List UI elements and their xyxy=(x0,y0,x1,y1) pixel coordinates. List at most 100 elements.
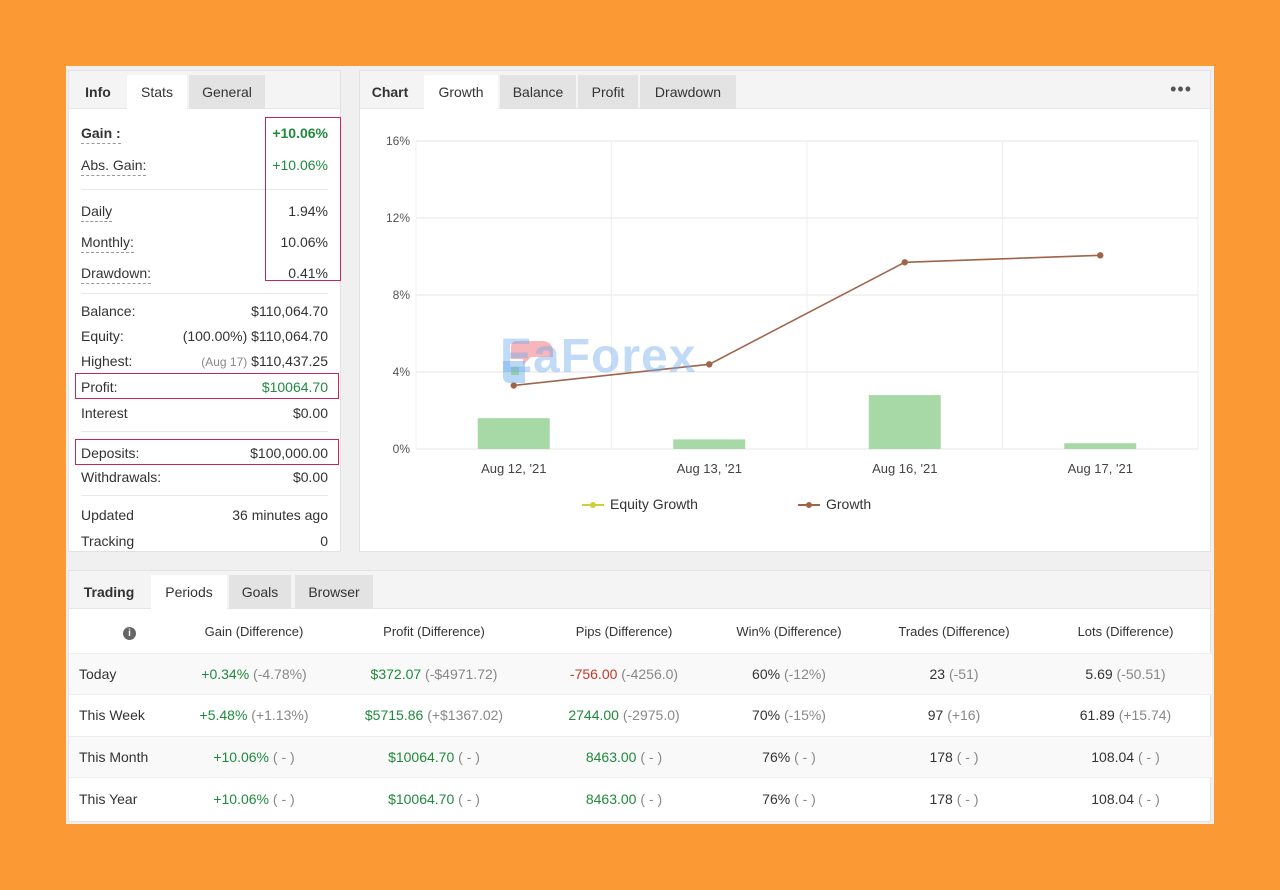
interest-label: Interest xyxy=(81,405,128,421)
balance-value: $110,064.70 xyxy=(251,303,328,319)
profit-cell-value: $372.07 xyxy=(370,665,422,682)
win-cell: 60% (-12%) xyxy=(709,652,869,695)
drawdown-row: Drawdown: 0.41% xyxy=(81,263,328,284)
balance-label: Balance: xyxy=(81,303,136,319)
equity-row: Equity: (100.00%) $110,064.70 xyxy=(81,326,328,346)
profit-cell-diff: ( - ) xyxy=(458,748,480,765)
lots-cell-value: 108.04 xyxy=(1091,790,1135,807)
profit-cell-diff: (+$1367.02) xyxy=(427,707,504,724)
equity-growth-bar xyxy=(1064,443,1137,449)
period-label: Today xyxy=(69,652,179,695)
more-dots-icon[interactable]: ••• xyxy=(1170,79,1192,99)
pips-cell-value: 8463.00 xyxy=(585,748,637,765)
updated-value: 36 minutes ago xyxy=(232,507,328,523)
lots-cell: 5.69 (-50.51) xyxy=(1039,652,1212,695)
tab-general[interactable]: General xyxy=(189,75,265,109)
gain-label: Gain : xyxy=(81,123,121,144)
gain-cell-diff: ( - ) xyxy=(272,748,295,765)
periods-table: i Gain (Difference) Profit (Difference) … xyxy=(69,611,1212,819)
highlight-box-profit xyxy=(75,373,339,399)
tracking-value: 0 xyxy=(320,533,328,549)
tracking-label: Tracking xyxy=(81,533,135,549)
daily-label: Daily xyxy=(81,201,113,222)
tab-stats[interactable]: Stats xyxy=(127,75,187,109)
tab-info[interactable]: Info xyxy=(85,84,111,100)
legend-label-equity: Equity Growth xyxy=(610,496,698,512)
table-row: Today +0.34% (-4.78%) $372.07 (-$4971.72) -… xyxy=(69,652,1212,695)
gain-cell: +5.48% (+1.13%) xyxy=(179,694,329,736)
updated-row: Updated 36 minutes ago xyxy=(81,505,328,525)
periods-table-body: Today +0.34% (-4.78%) $372.07 (-$4971.72) -… xyxy=(69,652,1212,819)
win-cell-diff: (-12%) xyxy=(783,665,826,682)
pips-cell: 8463.00 ( - ) xyxy=(539,735,709,778)
withdrawals-row: Withdrawals: $0.00 xyxy=(81,467,328,487)
period-label: This Month xyxy=(69,735,179,778)
legend-label-growth: Growth xyxy=(826,496,872,512)
legend-swatch-equity xyxy=(582,500,604,510)
info-icon[interactable]: i xyxy=(123,626,136,640)
updated-label: Updated xyxy=(81,507,134,523)
trades-cell-diff: ( - ) xyxy=(956,790,979,807)
pips-cell-value: 2744.00 xyxy=(568,707,619,724)
growth-point xyxy=(901,259,908,266)
tab-drawdown[interactable]: Drawdown xyxy=(640,75,736,109)
win-cell: 76% ( - ) xyxy=(709,735,869,778)
equity-percent: (100.00%) xyxy=(182,328,248,344)
abs-gain-value: +10.06% xyxy=(272,157,328,173)
col-gain-header: Gain (Difference) xyxy=(204,624,304,640)
equity-growth-bar xyxy=(673,439,746,449)
profit-cell-value: $10064.70 xyxy=(388,748,455,765)
daily-value: 1.94% xyxy=(288,203,328,219)
gain-value: +10.06% xyxy=(272,125,328,141)
trades-cell: 23 (-51) xyxy=(869,652,1039,695)
equity-label: Equity: xyxy=(81,328,124,344)
highest-value: $110,437.25 xyxy=(251,353,328,369)
tab-periods[interactable]: Periods xyxy=(151,575,227,609)
pips-cell-value: -756.00 xyxy=(569,665,618,682)
y-tick-label: 0% xyxy=(393,442,411,456)
gain-row: Gain : +10.06% xyxy=(81,123,328,144)
pips-cell-value: 8463.00 xyxy=(585,790,637,807)
lots-cell-value: 61.89 xyxy=(1079,707,1115,724)
tab-browser[interactable]: Browser xyxy=(295,575,373,609)
deposits-value: $100,000.00 xyxy=(250,445,328,461)
stats-tabbar: Info Stats General xyxy=(69,71,340,109)
tab-profit[interactable]: Profit xyxy=(578,75,638,109)
tab-goals[interactable]: Goals xyxy=(229,575,291,609)
growth-point xyxy=(1097,252,1104,259)
tab-trading[interactable]: Trading xyxy=(83,584,135,600)
monthly-row: Monthly: 10.06% xyxy=(81,232,328,253)
growth-point xyxy=(510,382,517,389)
monthly-label: Monthly: xyxy=(81,232,134,253)
win-cell: 76% ( - ) xyxy=(709,777,869,819)
tab-growth[interactable]: Growth xyxy=(424,75,498,109)
y-tick-label: 12% xyxy=(386,211,410,225)
tracking-row: Tracking 0 xyxy=(81,531,328,551)
pips-cell-diff: ( - ) xyxy=(640,748,663,765)
growth-chart: 0% 4% 8% 12% 16% Aug 12, '21 Aug 13, '21 Aug 16… xyxy=(386,134,1199,476)
win-cell-value: 70% xyxy=(752,707,781,724)
profit-label: Profit: xyxy=(81,379,118,395)
trades-cell-value: 97 xyxy=(927,707,944,724)
lots-cell-value: 108.04 xyxy=(1091,748,1135,765)
win-cell-value: 76% xyxy=(762,748,791,765)
trades-cell-diff: ( - ) xyxy=(956,748,979,765)
table-row: This Week +5.48% (+1.13%) $5715.86 (+$1367… xyxy=(69,694,1212,736)
highlight-box-gains xyxy=(265,117,341,281)
tab-chart[interactable]: Chart xyxy=(371,84,409,100)
trades-cell-diff: (+16) xyxy=(947,707,981,724)
pips-cell: 2744.00 (-2975.0) xyxy=(539,694,709,736)
legend-equity-growth[interactable]: Equity Growth xyxy=(582,496,698,512)
y-tick-label: 8% xyxy=(393,288,411,302)
tab-balance[interactable]: Balance xyxy=(500,75,576,109)
legend-growth[interactable]: Growth xyxy=(798,496,871,512)
balance-row: Balance: $110,064.70 xyxy=(81,301,328,321)
trades-cell: 178 ( - ) xyxy=(869,777,1039,819)
win-cell-value: 76% xyxy=(762,790,791,807)
myfxbook-dashboard: Info Stats General Gain : +10.06% Abs. G… xyxy=(66,66,1214,824)
pips-cell-diff: (-4256.0) xyxy=(621,665,679,682)
info-header: i xyxy=(69,611,179,653)
highest-row: Highest: (Aug 17) $110,437.25 xyxy=(81,351,328,371)
profit-cell: $10064.70 ( - ) xyxy=(329,735,539,778)
gain-cell-value: +5.48% xyxy=(199,707,248,724)
